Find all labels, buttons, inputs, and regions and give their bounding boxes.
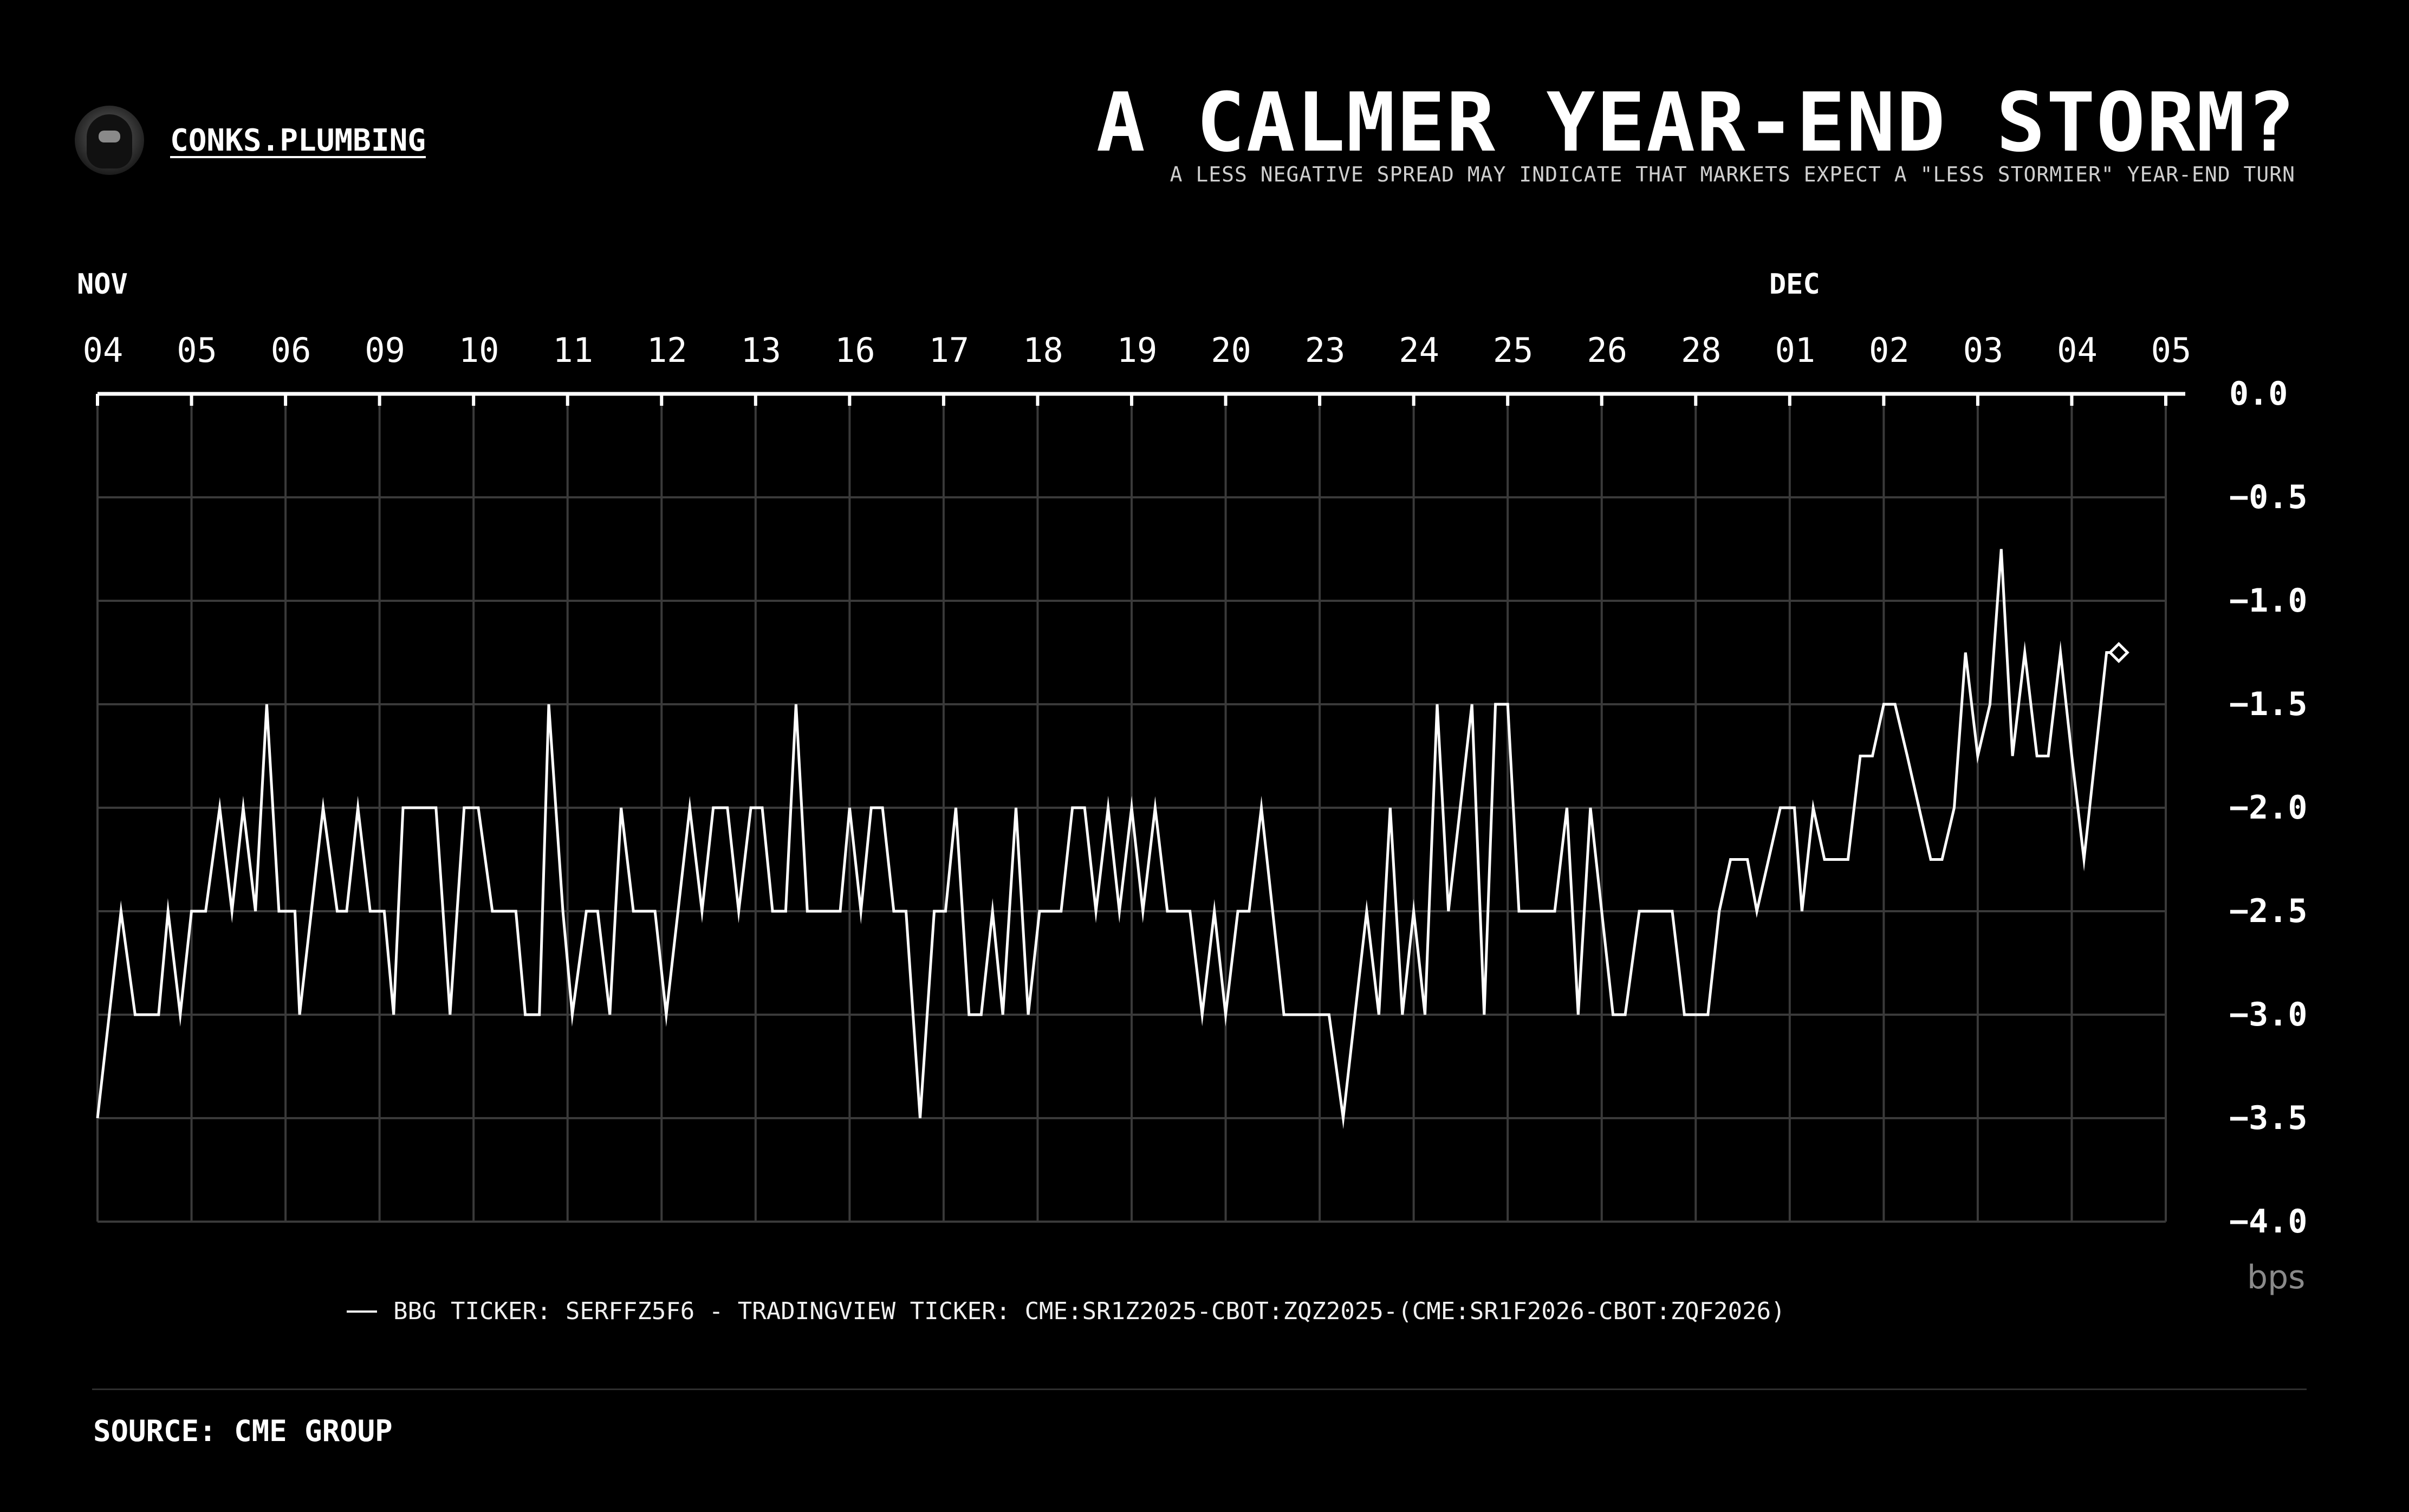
x-tick-label: 17 — [929, 330, 970, 370]
y-tick-label: 0.0 — [2229, 375, 2288, 413]
y-tick-label: −4.0 — [2229, 1203, 2308, 1241]
x-tick-label: 24 — [1399, 330, 1439, 370]
y-unit-label: bps — [2247, 1258, 2305, 1296]
x-tick-label: 04 — [83, 330, 124, 370]
avatar — [75, 106, 144, 175]
y-tick-label: −1.0 — [2229, 582, 2308, 620]
series-end-marker — [2108, 641, 2129, 664]
y-axis: 0.0 −0.5 −1.0 −1.5 −2.0 −2.5 −3.0 −3.5 −4.0 bps — [2229, 375, 2308, 1296]
x-tick-label: 10 — [459, 330, 499, 370]
month-label: NOV — [77, 268, 128, 301]
x-tick-label: 06 — [271, 330, 311, 370]
x-tick-label: 13 — [741, 330, 781, 370]
legend: BBG TICKER: SERFFZ5F6 - TRADINGVIEW TICK… — [347, 1297, 1785, 1325]
legend-swatch — [347, 1310, 377, 1313]
brand-link[interactable]: CONKS.PLUMBING — [170, 122, 426, 158]
x-tick-label: 05 — [177, 330, 217, 370]
y-tick-label: −2.0 — [2229, 789, 2308, 827]
y-tick-label: −3.0 — [2229, 996, 2308, 1034]
chart-title: A CALMER YEAR-END STORM? — [1096, 76, 2296, 170]
x-tick-label: 09 — [365, 330, 405, 370]
x-tick-label: 25 — [1493, 330, 1534, 370]
x-tick-label: 11 — [553, 330, 593, 370]
x-tick-label: 01 — [1775, 330, 1815, 370]
x-tick-label: 28 — [1681, 330, 1722, 370]
x-tick-label: 04 — [2057, 330, 2098, 370]
x-tick-label: 19 — [1117, 330, 1158, 370]
x-tick-label: 20 — [1211, 330, 1251, 370]
source-note: SOURCE: CME GROUP — [93, 1414, 393, 1448]
x-tick-label: 16 — [835, 330, 875, 370]
x-tick-label: 03 — [1963, 330, 2004, 370]
avatar-face — [99, 131, 120, 142]
series-line — [96, 549, 2119, 1130]
y-tick-label: −3.5 — [2229, 1099, 2308, 1137]
y-tick-label: −0.5 — [2229, 478, 2308, 516]
brand: CONKS.PLUMBING — [75, 106, 426, 175]
chart-subtitle: A LESS NEGATIVE SPREAD MAY INDICATE THAT… — [1170, 163, 2295, 186]
x-tick-label: 26 — [1587, 330, 1627, 370]
legend-label: BBG TICKER: SERFFZ5F6 - TRADINGVIEW TICK… — [393, 1297, 1785, 1325]
x-tick-label: 02 — [1869, 330, 1910, 370]
series-layer — [96, 549, 2129, 1130]
x-tick-label: 12 — [647, 330, 687, 370]
y-tick-label: −1.5 — [2229, 685, 2308, 723]
x-axis: 04 05 06 09 10 11 12 13 16 17 18 19 20 23 24 25 26 28 01 02… — [77, 268, 2191, 406]
x-tick-label: 18 — [1023, 330, 1063, 370]
month-label: DEC — [1769, 268, 1820, 301]
x-tick-label: 23 — [1305, 330, 1346, 370]
x-tick-label: 05 — [2151, 330, 2192, 370]
divider — [92, 1388, 2307, 1390]
y-tick-label: −2.5 — [2229, 892, 2308, 930]
